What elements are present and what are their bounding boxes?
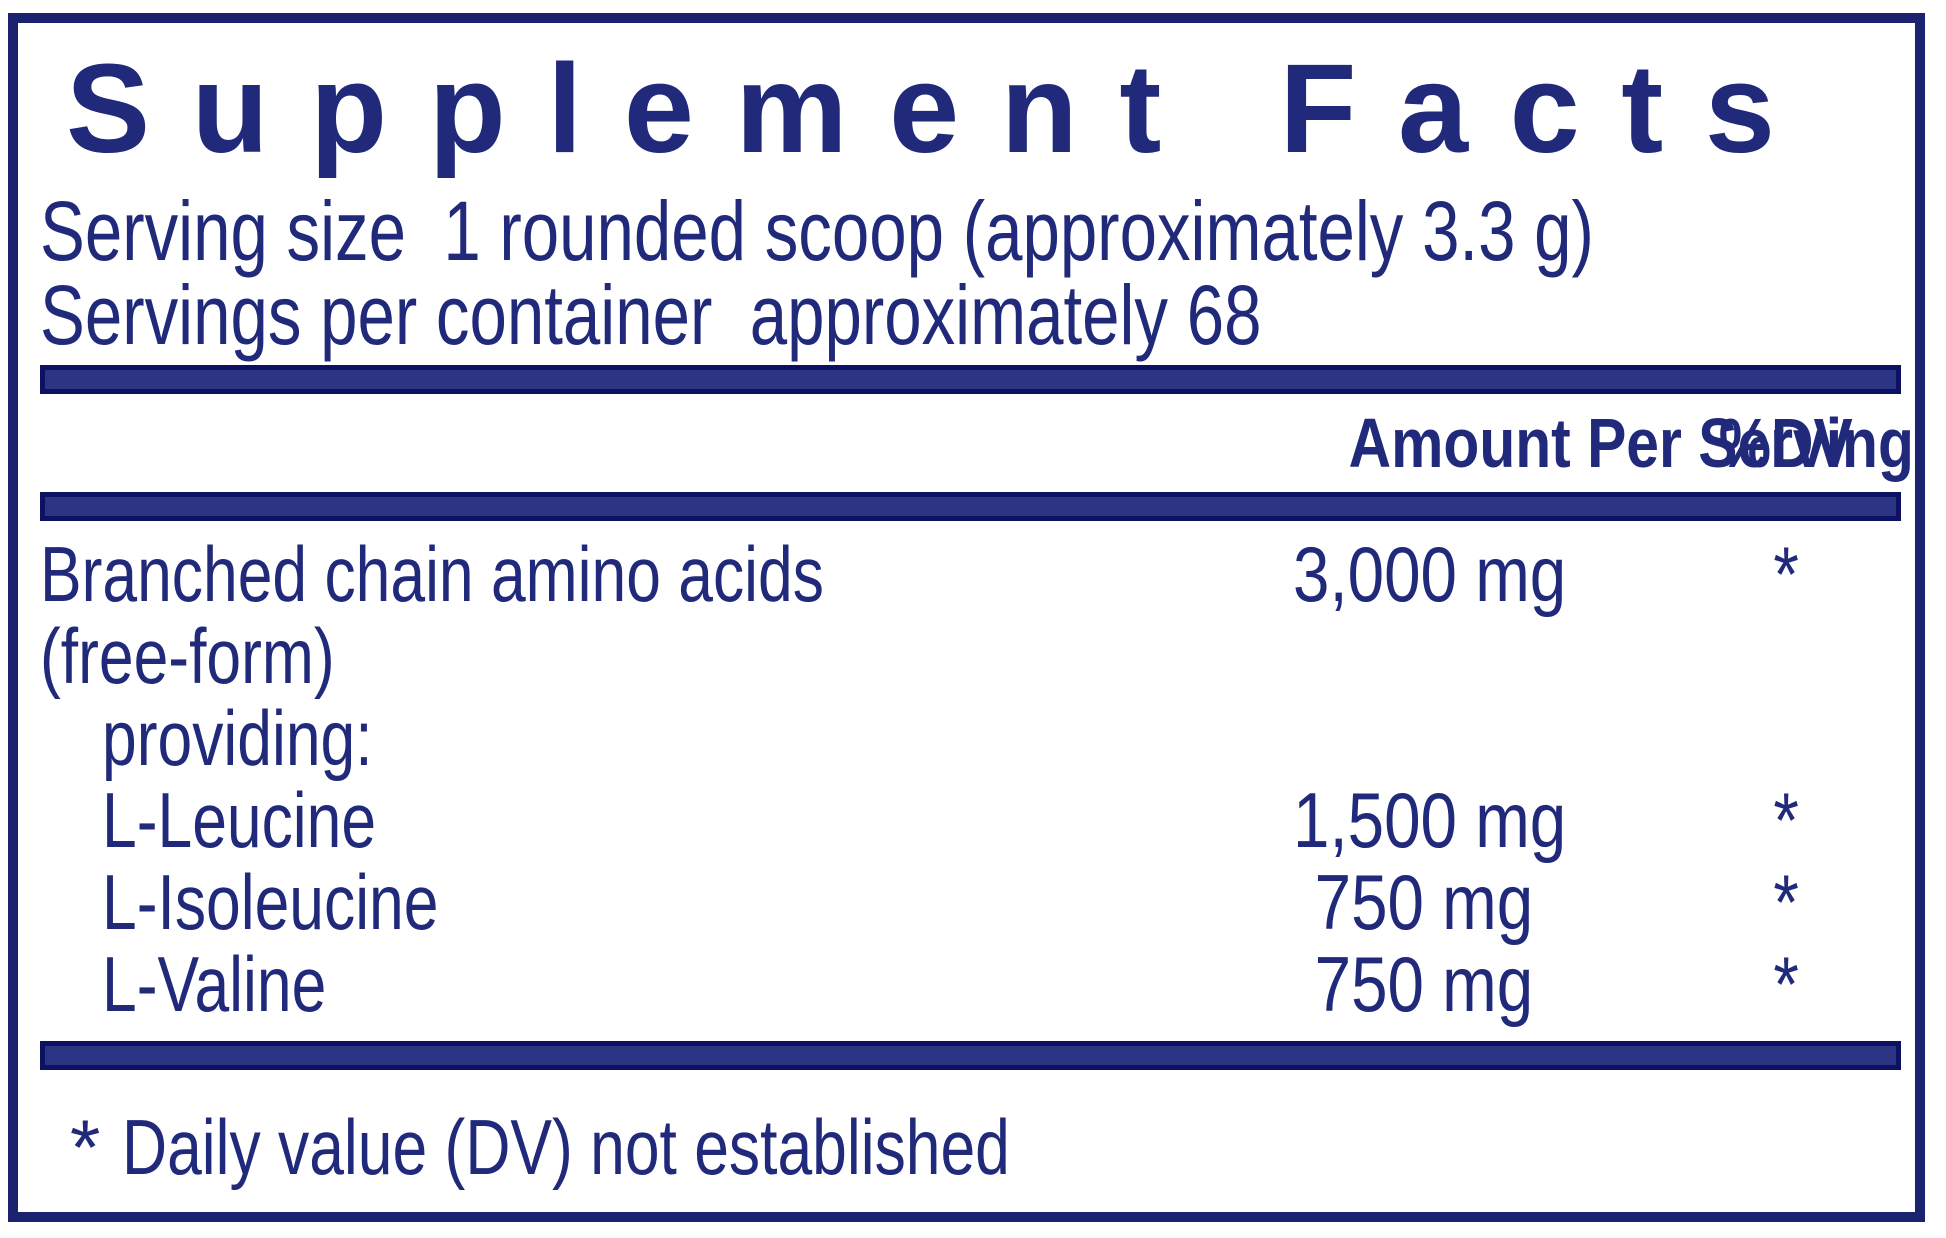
nutrient-amount	[1241, 697, 1671, 779]
nutrient-rows: Branched chain amino acids (free-form) 3…	[40, 533, 1915, 1025]
supplement-facts-label: Supplement Facts Serving size 1 rounded …	[8, 13, 1925, 1222]
nutrient-amount: 3,000 mg	[1293, 530, 1567, 618]
nutrient-name: L-Isoleucine	[102, 858, 439, 946]
nutrient-row-isoleucine: L-Isoleucine 750 mg *	[40, 861, 1901, 943]
thick-rule-middle	[40, 492, 1901, 521]
thick-rule-bottom	[40, 1041, 1901, 1070]
footnote-asterisk: *	[70, 1103, 101, 1191]
table-header-row: Amount Per Serving %DV	[40, 394, 1914, 492]
nutrient-name: L-Valine	[102, 940, 327, 1028]
nutrient-row-providing: providing:	[40, 697, 1901, 779]
nutrient-name: providing:	[102, 694, 373, 782]
serving-size-text: Serving size 1 rounded scoop (approximat…	[40, 184, 1594, 278]
serving-size-line: Serving size 1 rounded scoop (approximat…	[40, 189, 1915, 273]
footnote: * Daily value (DV) not established	[40, 1106, 1915, 1188]
servings-per-container-text: Servings per container approximately 68	[40, 268, 1262, 362]
nutrient-amount: 750 mg	[1314, 940, 1533, 1028]
nutrient-dv-asterisk: *	[1773, 858, 1799, 946]
nutrient-dv-asterisk: *	[1773, 530, 1799, 618]
nutrient-row-valine: L-Valine 750 mg *	[40, 943, 1901, 1025]
nutrient-amount: 1,500 mg	[1293, 776, 1567, 864]
nutrient-amount: 750 mg	[1314, 858, 1533, 946]
nutrient-dv-asterisk	[1671, 697, 1901, 779]
footnote-text: Daily value (DV) not established	[122, 1103, 1011, 1191]
column-header-percent-dv: %DV	[1719, 404, 1853, 482]
nutrient-dv-asterisk: *	[1773, 776, 1799, 864]
label-title: Supplement Facts	[66, 38, 1817, 179]
nutrient-name: Branched chain amino acids (free-form)	[40, 530, 824, 700]
nutrient-dv-asterisk: *	[1773, 940, 1799, 1028]
thick-rule-top	[40, 365, 1901, 394]
servings-per-container-line: Servings per container approximately 68	[40, 273, 1915, 357]
column-header-amount-per-serving: Amount Per Serving	[1348, 404, 1914, 482]
nutrient-name: L-Leucine	[102, 776, 377, 864]
nutrient-row-leucine: L-Leucine 1,500 mg *	[40, 779, 1901, 861]
serving-info: Serving size 1 rounded scoop (approximat…	[40, 189, 1915, 357]
nutrient-row-bcaa: Branched chain amino acids (free-form) 3…	[40, 533, 1901, 697]
